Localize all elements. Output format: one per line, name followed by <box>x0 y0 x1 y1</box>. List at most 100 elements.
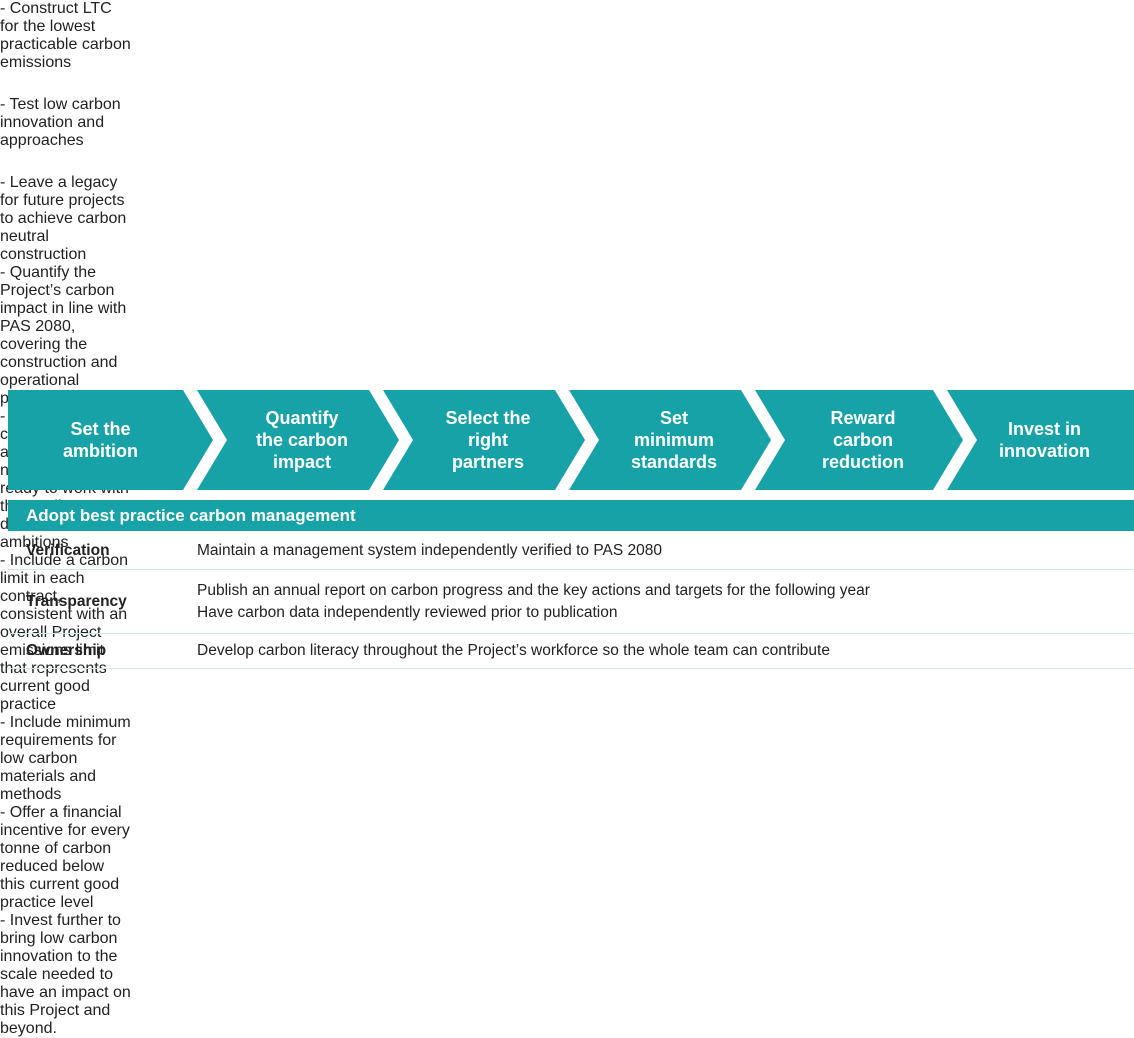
management-row: Transparency Publish an annual report on … <box>8 570 1134 634</box>
chevron-label-line: Select the <box>445 408 531 428</box>
chevron-label-line: reduction <box>821 452 904 472</box>
chevron-label-line: impact <box>272 452 332 472</box>
chevron <box>383 390 585 490</box>
point-line: - Quantify the <box>0 264 97 282</box>
point-line: this current good <box>0 876 120 894</box>
point: - Leave a legacy for future projects to ac… <box>0 174 187 264</box>
chevron-label-line: standards <box>630 452 718 472</box>
point-line: construction <box>0 246 87 264</box>
chevron-label-line: Set the <box>70 419 131 439</box>
point-line: PAS 2080, <box>0 318 76 336</box>
point-line: overall Project <box>0 624 102 642</box>
point: - Quantify the Project’s carbon impact in … <box>0 264 186 408</box>
chevron-label-line: innovation <box>999 441 1090 461</box>
row-label: Transparency <box>26 592 127 610</box>
chevron <box>8 390 213 490</box>
point-line: - Offer a financial <box>0 804 122 822</box>
column: - Invest further to bring low carbon innov… <box>0 912 189 1038</box>
chevron-label-line: Quantify <box>265 408 339 428</box>
chevron <box>197 390 399 490</box>
point-line: tonne of carbon <box>0 840 112 858</box>
column: - Offer a financial incentive for every to… <box>0 804 192 912</box>
point-line: beyond. <box>0 1020 57 1038</box>
chevron-label: Quantify the carbon impact <box>225 390 379 490</box>
point-line: - Construct LTC <box>0 0 112 17</box>
point-line: scale needed to <box>0 966 113 984</box>
chevron-label-line: carbon <box>832 430 893 450</box>
point-line: for the lowest <box>0 18 96 35</box>
column: - Quantify the Project’s carbon impact in … <box>0 264 186 408</box>
chevron-label-line: Reward <box>830 408 896 428</box>
point-line: requirements for <box>0 732 117 750</box>
point-line: practice level <box>0 894 94 912</box>
point-line: operational <box>0 372 80 390</box>
point-line: current good <box>0 678 90 696</box>
point-line: - Invest further to <box>0 912 121 930</box>
chevron-label-line: Set <box>659 408 688 428</box>
chevron-label-line: the carbon <box>255 430 348 450</box>
point: - Construct LTC for the lowest practicable… <box>0 0 187 72</box>
chevron-label: Invest in innovation <box>975 390 1114 490</box>
chevrons <box>8 390 1134 490</box>
point-line: innovation and <box>0 114 105 132</box>
point-line: contract, <box>0 588 62 606</box>
point-line: - Include a carbon <box>0 552 129 570</box>
chevron-label-line: minimum <box>633 430 714 450</box>
management-row: Verification Maintain a management system… <box>8 533 1134 570</box>
point-line: Project’s carbon <box>0 282 115 300</box>
point-line: materials and <box>0 768 97 786</box>
point: - Invest further to bring low carbon innov… <box>0 912 189 1038</box>
chevron-label: Select the right partners <box>411 390 565 490</box>
point-line: incentive for every <box>0 822 130 840</box>
point: - Offer a financial incentive for every to… <box>0 804 192 912</box>
point: - Test low carbon innovation and approache… <box>0 96 187 150</box>
point-line: bring low carbon <box>0 930 118 948</box>
point-line: - Test low carbon <box>0 96 121 114</box>
row-text: Develop carbon literacy throughout the P… <box>197 640 830 662</box>
chevron-label: Set the ambition <box>8 390 193 490</box>
point-line: construction and <box>0 354 118 372</box>
row-text: Maintain a management system independent… <box>197 540 662 562</box>
point-line: methods <box>0 786 62 804</box>
chevron <box>755 390 963 490</box>
point-line: neutral <box>0 228 49 246</box>
row-line: Have carbon data independently reviewed … <box>197 603 618 621</box>
chevron-label-line: right <box>468 430 508 450</box>
point-line: emissions <box>0 54 72 71</box>
point-line: consistent with an <box>0 606 128 624</box>
point-line: innovation to the <box>0 948 118 966</box>
management-title: Adopt best practice carbon management <box>8 500 1134 531</box>
point-line: ambitions <box>0 534 69 552</box>
point-line: this Project and <box>0 1002 111 1020</box>
chevron <box>947 390 1134 490</box>
chevron-label-line: partners <box>451 452 525 472</box>
point-line: practicable carbon <box>0 36 131 53</box>
point-line: reduced below <box>0 858 105 876</box>
chevron-label: Reward carbon reduction <box>783 390 943 490</box>
point-line: practice <box>0 696 57 714</box>
point-line: - Include minimum <box>0 714 131 732</box>
point-line: low carbon <box>0 750 78 768</box>
row-text: Publish an annual report on carbon progr… <box>197 580 870 624</box>
row-line: Develop carbon literacy throughout the P… <box>197 642 830 659</box>
chevron-label-line: Invest in <box>1007 419 1082 439</box>
point-line: to achieve carbon <box>0 210 127 228</box>
point-line: have an impact on <box>0 984 131 1002</box>
point-line: emissions limit <box>0 642 105 660</box>
chevron-label: Set minimum standards <box>597 390 751 490</box>
row-line: Maintain a management system independent… <box>197 542 662 559</box>
chevron-label-line: ambition <box>63 441 138 461</box>
point-line: - Leave a legacy <box>0 174 118 192</box>
chevron <box>569 390 771 490</box>
point-line: approaches <box>0 132 84 150</box>
row-label: Verification <box>26 542 110 559</box>
column: - Construct LTC for the lowest practicable… <box>0 0 187 264</box>
row-line: Publish an annual report on carbon progr… <box>197 581 870 599</box>
point-line: limit in each <box>0 570 85 588</box>
management-row: Ownership Develop carbon literacy through… <box>8 634 1134 669</box>
point-line: for future projects <box>0 192 125 210</box>
point-line: covering the <box>0 336 88 354</box>
row-label: Ownership <box>26 642 107 659</box>
point: - Include minimum requirements for low car… <box>0 714 186 804</box>
